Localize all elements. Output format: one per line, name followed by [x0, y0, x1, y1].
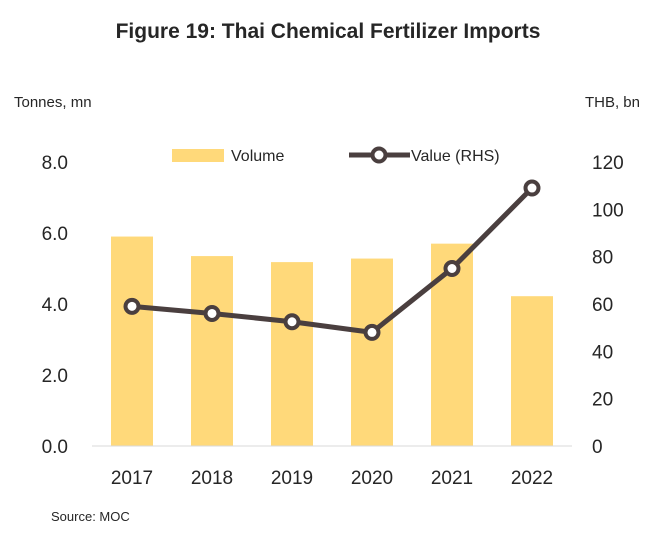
value-point-2020	[363, 323, 381, 341]
x-tick-label: 2019	[271, 468, 313, 489]
right-tick-label: 20	[592, 390, 613, 411]
x-tick-label: 2020	[351, 468, 393, 489]
left-tick-label: 8.0	[42, 153, 68, 174]
right-axis-unit-label: THB, bn	[584, 94, 640, 111]
right-tick-label: 120	[592, 153, 624, 174]
volume-bars	[111, 236, 553, 446]
value-point-2018	[203, 304, 221, 322]
legend-volume-label: Volume	[231, 148, 284, 165]
volume-bar-2022	[511, 296, 553, 446]
x-tick-label: 2021	[431, 468, 473, 489]
right-tick-label: 80	[592, 248, 613, 269]
volume-bar-2017	[111, 236, 153, 446]
x-tick-label: 2022	[511, 468, 553, 489]
volume-bar-2019	[271, 262, 313, 446]
left-tick-label: 0.0	[42, 437, 68, 458]
volume-bar-2020	[351, 258, 393, 446]
value-point-2019	[283, 313, 301, 331]
volume-bar-2018	[191, 256, 233, 446]
legend: Volume Value (RHS)	[172, 146, 500, 165]
x-tick-label: 2017	[111, 468, 153, 489]
right-tick-label: 60	[592, 295, 613, 316]
legend-volume-swatch	[172, 149, 224, 162]
x-axis-ticks: 2017 2018 2019 2020 2021 2022	[111, 468, 553, 489]
right-tick-label: 0	[592, 437, 603, 458]
left-axis-unit-label: Tonnes, mn	[14, 94, 92, 111]
value-line-series	[123, 179, 541, 341]
source-note: Source: MOC	[51, 509, 130, 524]
left-tick-label: 6.0	[42, 224, 68, 245]
value-point-2017	[123, 297, 141, 315]
legend-value-marker	[370, 146, 388, 164]
left-tick-label: 2.0	[42, 366, 68, 387]
right-tick-label: 100	[592, 200, 624, 221]
value-line	[131, 186, 534, 335]
left-axis-ticks: 0.0 2.0 4.0 6.0 8.0	[42, 153, 68, 458]
right-tick-label: 40	[592, 342, 613, 363]
legend-value-label: Value (RHS)	[411, 148, 500, 165]
right-axis-ticks: 0 20 40 60 80 100 120	[592, 153, 624, 458]
value-point-2021	[443, 260, 461, 277]
value-point-2022	[523, 179, 541, 197]
x-tick-label: 2018	[191, 468, 233, 489]
left-tick-label: 4.0	[42, 295, 68, 316]
chart-title: Figure 19: Thai Chemical Fertilizer Impo…	[115, 20, 541, 43]
